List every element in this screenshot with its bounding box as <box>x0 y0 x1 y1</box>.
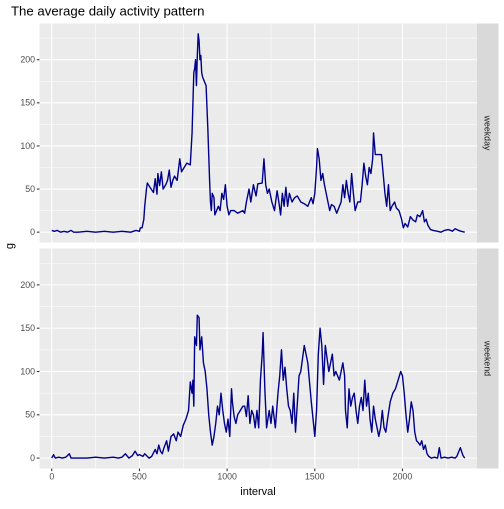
series-line-weekend <box>51 314 466 459</box>
panel-background <box>39 23 477 243</box>
panel-weekend <box>39 248 477 469</box>
y-tick-label: 150 <box>20 323 35 333</box>
chart-title: The average daily activity pattern <box>11 4 205 19</box>
y-tick-label: 50 <box>25 410 35 420</box>
strip-weekday: weekday <box>477 23 499 243</box>
y-tick-label: 50 <box>25 184 35 194</box>
y-tick-label: 200 <box>20 280 35 290</box>
strip-background <box>477 248 499 469</box>
facet-label-weekend: weekend <box>483 340 493 376</box>
y-tick-label: 100 <box>20 366 35 376</box>
facet-label-weekday: weekday <box>483 115 493 151</box>
panel-weekday <box>39 23 477 243</box>
y-tick-label: 150 <box>20 98 35 108</box>
y-tick-label: 200 <box>20 55 35 65</box>
strip-weekend: weekend <box>477 248 499 469</box>
series-line-weekday <box>51 33 465 233</box>
panel-background <box>39 248 477 469</box>
y-tick-label: 0 <box>30 227 35 237</box>
x-tick-label: 2000 <box>393 472 413 482</box>
y-tick-label: 100 <box>20 141 35 151</box>
x-axis-title: interval <box>240 486 275 498</box>
strip-background <box>477 23 499 243</box>
x-tick-label: 1500 <box>305 472 325 482</box>
x-tick-label: 0 <box>49 472 54 482</box>
y-axis-title: g <box>4 243 16 249</box>
y-tick-label: 0 <box>30 453 35 463</box>
x-tick-label: 1000 <box>217 472 237 482</box>
x-tick-label: 500 <box>132 472 147 482</box>
